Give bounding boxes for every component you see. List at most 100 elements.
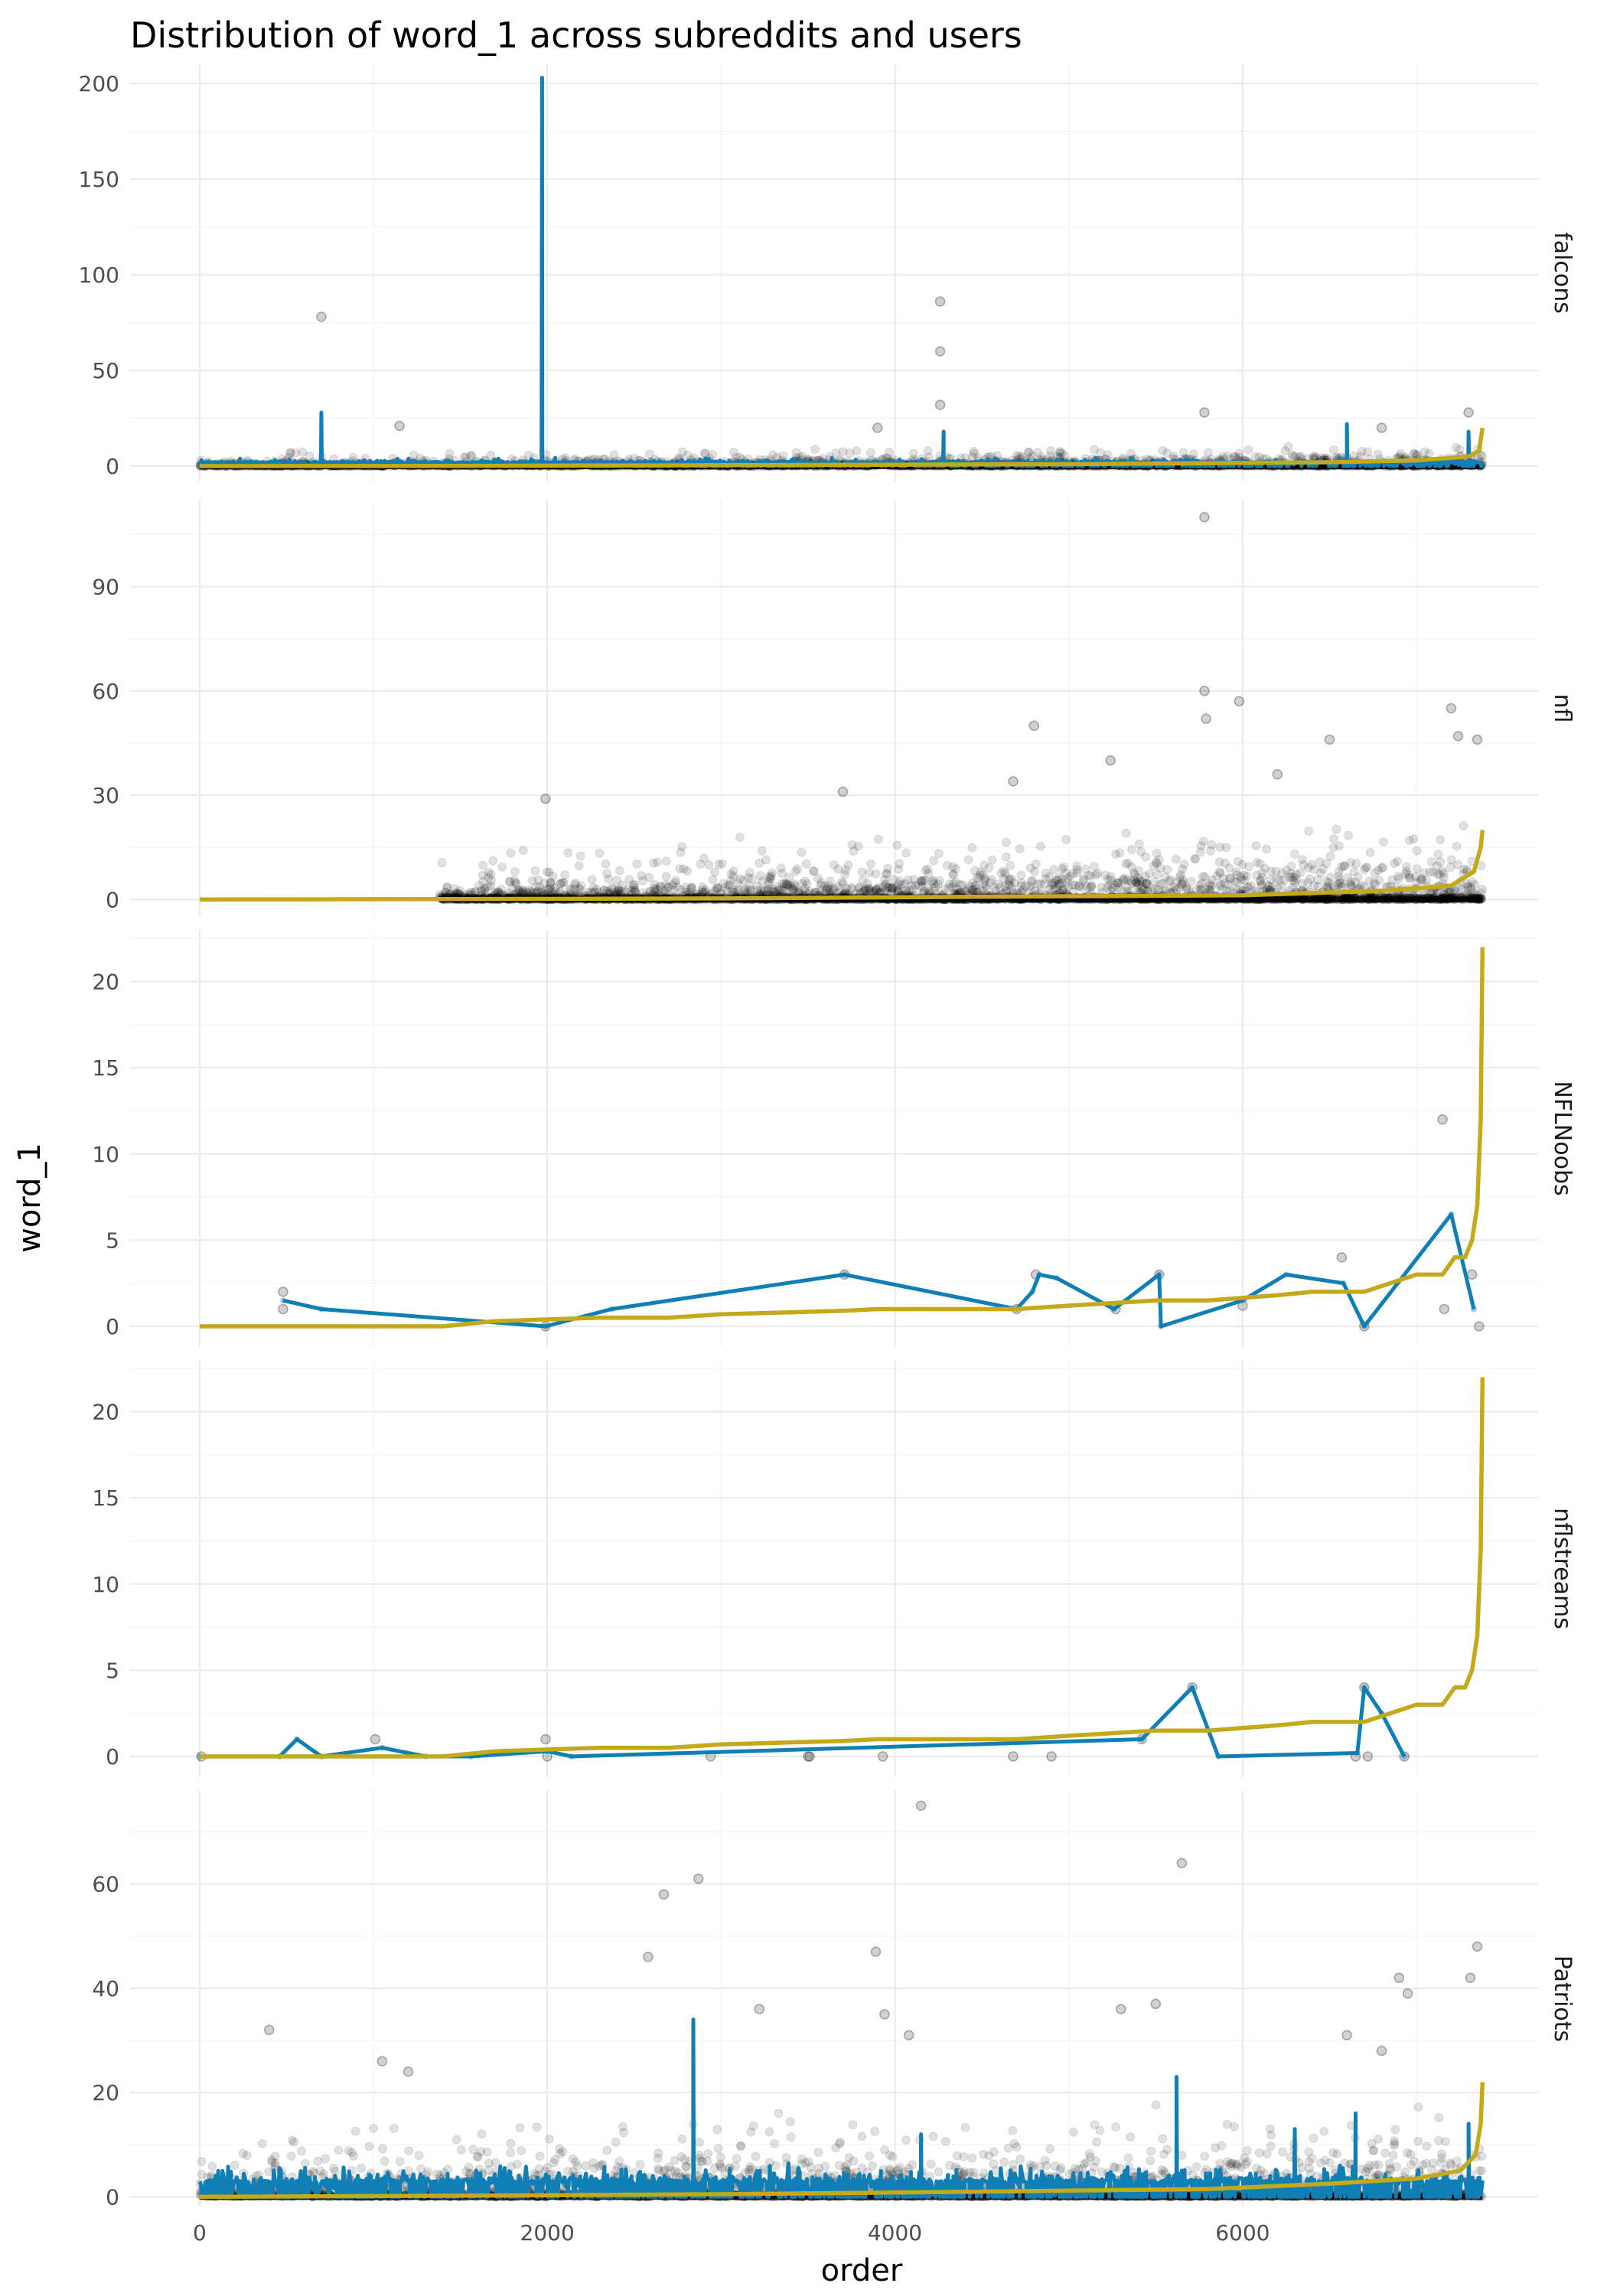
data-point [510, 867, 520, 877]
data-point [1280, 445, 1290, 455]
data-point [563, 848, 573, 858]
data-point [1376, 422, 1387, 433]
y-tick-label: 50 [92, 358, 119, 383]
data-point [934, 400, 946, 410]
data-point [885, 447, 895, 457]
y-axis-title: word_1 [12, 1143, 47, 1253]
chart-title: Distribution of word_1 across subreddits… [130, 15, 1022, 56]
data-point [1162, 448, 1172, 458]
data-point [1001, 852, 1011, 862]
data-point [1343, 830, 1353, 840]
data-point [1266, 866, 1276, 876]
data-point [1299, 859, 1309, 869]
data-point [394, 420, 405, 432]
user-line-falcons [197, 76, 1485, 468]
data-point [409, 450, 419, 460]
data-point [574, 861, 584, 871]
data-point [649, 858, 659, 868]
data-point [506, 848, 516, 858]
data-point [1033, 879, 1043, 889]
data-point [1328, 445, 1338, 455]
data-point [497, 863, 507, 872]
x-axis-title: order [821, 2253, 903, 2288]
data-point [790, 866, 800, 876]
data-point [1244, 445, 1253, 455]
y-tick-label: 0 [106, 454, 119, 479]
data-point [1134, 839, 1144, 849]
data-point [1160, 872, 1170, 882]
data-point [810, 445, 820, 455]
y-tick-label: 30 [92, 783, 119, 808]
data-point [829, 860, 839, 870]
data-point [1233, 856, 1243, 866]
data-point [1463, 407, 1474, 418]
data-point [1136, 847, 1146, 856]
data-point [1359, 865, 1369, 875]
data-point [1436, 835, 1446, 845]
y-tick-label: 100 [79, 263, 119, 288]
data-point [984, 863, 994, 872]
data-point [967, 843, 977, 853]
data-point [1171, 854, 1181, 864]
data-point [1059, 451, 1069, 461]
data-point [683, 866, 693, 876]
data-point [1244, 862, 1253, 872]
data-point [808, 866, 818, 876]
data-point [518, 845, 528, 855]
data-point [1162, 865, 1172, 875]
data-point [1032, 448, 1042, 458]
data-point [1002, 837, 1011, 847]
data-point [1089, 445, 1099, 455]
data-point [1031, 859, 1041, 869]
data-point [644, 449, 654, 459]
y-tick-label: 200 [79, 71, 119, 96]
data-point [717, 859, 727, 869]
data-point [852, 446, 862, 456]
data-point [866, 859, 876, 869]
data-point [1145, 869, 1154, 879]
y-tick-label: 90 [92, 575, 119, 600]
data-point [677, 447, 687, 457]
data-point [757, 846, 767, 856]
data-point [1199, 407, 1210, 418]
data-point [1089, 862, 1099, 872]
data-point [1035, 841, 1045, 851]
data-point [661, 856, 671, 866]
data-point [1390, 859, 1400, 869]
data-point [1061, 834, 1071, 844]
data-point [661, 872, 671, 882]
data-point [1255, 859, 1265, 869]
data-point [1016, 870, 1026, 880]
data-point [1205, 846, 1215, 856]
data-point [1328, 833, 1338, 843]
data-point [1203, 448, 1213, 458]
data-point [908, 448, 918, 458]
data-point [1178, 864, 1188, 874]
data-point [1115, 848, 1125, 858]
data-point [1303, 878, 1313, 888]
data-point [1455, 445, 1465, 455]
data-point [1459, 820, 1468, 830]
data-point [558, 878, 568, 888]
data-point [882, 869, 892, 879]
y-tick-label: 60 [92, 679, 119, 704]
data-point [1373, 449, 1383, 459]
data-point [831, 448, 841, 458]
data-point [873, 834, 883, 844]
data-point [1126, 845, 1136, 854]
facet-panels: 050100150200falcons0306090nfl05101520NFL… [79, 64, 1576, 2210]
data-point [637, 876, 647, 885]
data-point [1200, 872, 1210, 882]
data-point [963, 855, 973, 865]
data-point [291, 448, 301, 458]
data-point [595, 849, 605, 858]
data-point [1023, 448, 1033, 458]
data-point [710, 867, 719, 877]
data-point [624, 875, 634, 885]
data-point [1182, 884, 1191, 894]
data-point [934, 296, 946, 307]
data-point [892, 840, 902, 850]
data-point [1015, 844, 1025, 853]
